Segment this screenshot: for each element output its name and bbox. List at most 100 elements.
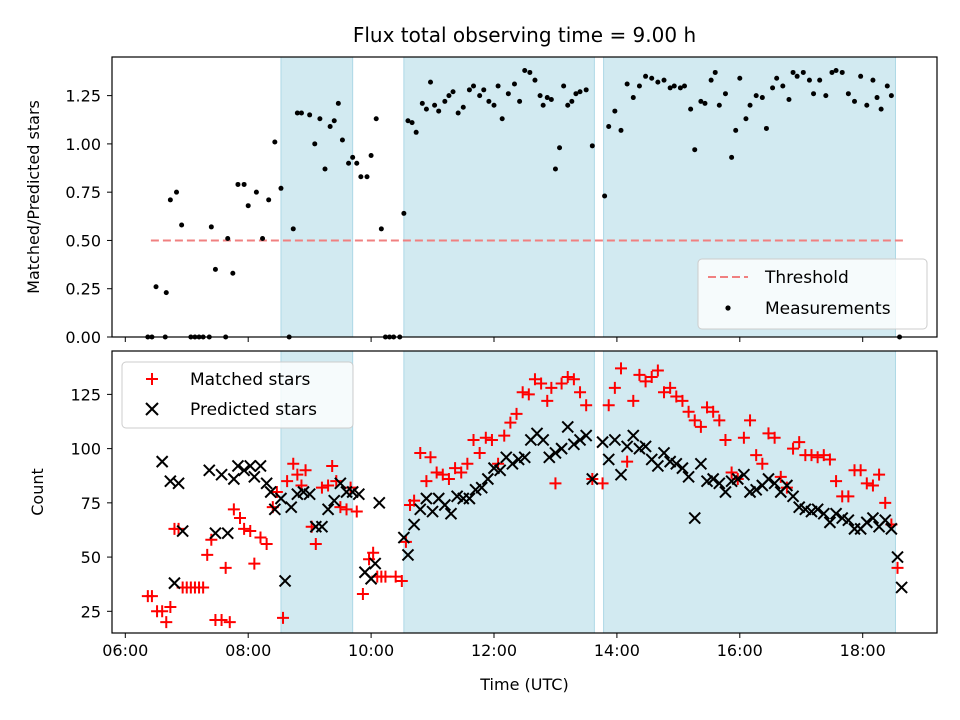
matched-star-point xyxy=(248,557,261,570)
matched-star-point xyxy=(651,364,664,377)
predicted-star-point xyxy=(368,557,382,570)
measurement-point xyxy=(358,174,364,180)
measurement-point xyxy=(794,73,800,79)
matched-star-point xyxy=(322,479,335,492)
measurement-point xyxy=(401,210,407,216)
predicted-star-point xyxy=(231,459,245,473)
matched-star-point xyxy=(277,611,290,624)
measurement-point xyxy=(606,124,612,130)
predicted-star-point xyxy=(444,507,458,520)
predicted-star-point xyxy=(328,494,341,507)
predicted-star-point xyxy=(731,472,744,486)
measurement-point xyxy=(845,91,851,97)
matched-star-point xyxy=(205,533,218,546)
matched-star-point xyxy=(707,405,720,418)
matched-star-point xyxy=(787,442,800,455)
predicted-star-point xyxy=(278,574,292,588)
matched-star-point xyxy=(522,388,535,401)
predicted-star-point xyxy=(579,429,593,442)
measurement-point xyxy=(667,85,673,91)
matched-star-point xyxy=(621,455,634,468)
matched-star-point xyxy=(817,449,830,462)
ratio-axes-frame xyxy=(111,56,938,338)
predicted-star-point xyxy=(842,513,855,527)
matched-star-point xyxy=(498,429,511,442)
measurement-point xyxy=(307,112,313,118)
measurement-point xyxy=(712,69,718,75)
measurement-point xyxy=(481,87,487,93)
measurement-point xyxy=(763,125,769,131)
measurement-point xyxy=(548,96,554,102)
matched-star-point xyxy=(891,561,904,574)
measurement-point xyxy=(409,120,415,126)
y-tick-label: 50 xyxy=(81,548,101,567)
predicted-star-point xyxy=(536,433,550,447)
x-tick-label: 10:00 xyxy=(348,641,394,660)
matched-star-point xyxy=(291,468,304,481)
predicted-star-point xyxy=(879,513,892,527)
measurement-point xyxy=(698,98,704,104)
measurement-point xyxy=(477,93,483,99)
matched-star-point xyxy=(541,394,554,407)
measurement-point xyxy=(817,77,823,83)
measurement-point xyxy=(589,143,595,149)
predicted-legend-label: Predicted stars xyxy=(190,400,317,420)
predicted-star-point xyxy=(168,576,181,590)
matched-star-point xyxy=(639,375,652,388)
predicted-star-point xyxy=(285,500,298,514)
measurement-point xyxy=(874,95,880,101)
measurement-point xyxy=(179,222,185,228)
predicted-star-point xyxy=(352,487,366,501)
count-y-axis-label: Count xyxy=(28,468,47,516)
predicted-star-point xyxy=(749,483,763,497)
measurement-point xyxy=(253,189,259,195)
matched-star-point xyxy=(309,538,322,551)
count-legend: Matched stars Predicted stars xyxy=(121,361,354,429)
measurement-point xyxy=(753,93,759,99)
predicted-star-point xyxy=(555,442,568,455)
matched-star-point xyxy=(408,494,421,507)
measurement-point xyxy=(839,69,845,75)
matched-star-point xyxy=(596,477,609,490)
count-x-axis: 06:00 08:00 10:00 12:00 14:00 16:00 18:00 xyxy=(102,633,886,660)
measurement-point xyxy=(811,91,817,97)
measurement-point xyxy=(661,77,667,83)
y-tick-label: 0.75 xyxy=(65,183,101,202)
predicted-star-point xyxy=(172,477,185,490)
measurement-point xyxy=(612,108,618,114)
matched-star-point xyxy=(287,457,300,470)
predicted-star-point xyxy=(817,507,830,520)
predicted-star-point xyxy=(248,470,261,484)
x-tick-label: 16:00 xyxy=(717,641,763,660)
measurement-point xyxy=(583,87,589,93)
predicted-star-point xyxy=(401,548,415,562)
count-panel: 06:00 08:00 10:00 12:00 14:00 16:00 18:00 25 50… xyxy=(28,350,938,694)
measurement-point xyxy=(747,102,753,108)
measurement-point xyxy=(722,91,728,97)
predicted-star-point xyxy=(713,477,726,490)
measurements-legend-label: Measurements xyxy=(765,299,891,319)
matched-star-point xyxy=(424,451,437,464)
measurements-legend-swatch xyxy=(725,305,731,311)
predicted-star-point xyxy=(518,451,531,464)
measurement-point xyxy=(618,127,624,133)
measurement-point xyxy=(806,77,812,83)
matched-star-point xyxy=(602,399,615,412)
matched-star-point xyxy=(145,590,158,603)
ratio-y-axis-label: Matched/Predicted stars xyxy=(24,100,43,294)
matched-star-point xyxy=(873,468,886,481)
measurement-point xyxy=(350,154,356,160)
measurement-point xyxy=(630,95,636,101)
measurement-point xyxy=(649,75,655,81)
y-tick-label: 0.50 xyxy=(65,231,101,250)
observing-window-band xyxy=(280,56,354,338)
measurement-point xyxy=(702,100,708,106)
measurement-point xyxy=(511,81,517,87)
matched-star-point xyxy=(414,446,427,459)
measurement-point xyxy=(405,118,411,124)
ratio-y-axis: 0.00 0.25 0.50 0.75 1.00 1.25 xyxy=(65,87,112,347)
measurement-point xyxy=(552,166,558,172)
predicted-star-point xyxy=(373,496,386,510)
measurement-point xyxy=(569,98,575,104)
ratio-panel: Flux total observing time = 9.00 h 0.000… xyxy=(24,23,938,347)
